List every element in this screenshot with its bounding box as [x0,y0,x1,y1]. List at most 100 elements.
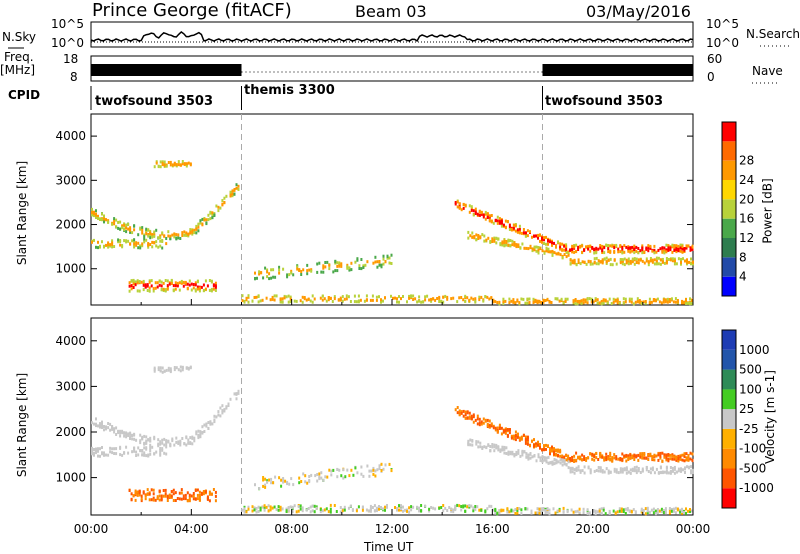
power-panel-echo-near [202,283,205,287]
power-panel-echo-early [119,220,122,224]
velocity-panel-echo-mid [360,472,363,476]
power-panel-echo-late-main [591,246,594,249]
power-panel-echo-late-low [495,241,498,245]
velocity-panel-echo-late-low [677,469,680,473]
velocity-panel-echo-early [157,442,160,446]
velocity-panel-echo-late-main [605,452,608,456]
velocity-panel-echo-near [196,488,199,492]
velocity-panel-echo-late-main [629,453,632,457]
power-panel-echo-late-main [601,249,604,253]
velocity-panel-echo-ground [458,504,461,508]
velocity-panel-echo-ground [369,507,372,511]
power-panel-echo-late-main [663,249,666,253]
power-panel-echo-early-low [155,240,158,244]
power-panel-echo-near [148,289,151,293]
velocity-panel-echo-near [140,497,143,501]
velocity-panel-echo-late-main [689,451,692,455]
power-panel-echo-late-main [543,236,545,240]
power-panel-echo-early-low [113,245,116,248]
velocity-panel-echo-ground [480,508,483,512]
velocity-panel-echo-early [149,439,152,443]
velocity-panel-echo-late-low [645,465,648,469]
power-panel-ytick-label-2: 3000 [55,173,86,187]
velocity-panel-echo-near [184,493,187,497]
power-panel-echo-early-low [135,243,138,247]
velocity-panel-echo-early-low [109,446,112,450]
power-panel-echo-ground [396,297,398,301]
velocity-panel-echo-late-main [488,419,491,423]
velocity-panel-echo-ground [454,504,457,508]
velocity-panel-echo-late-low [523,450,526,454]
velocity-panel-echo-early [149,436,152,440]
velocity-panel-echo-early [161,438,164,442]
power-panel-echo-late-ground [576,299,579,303]
power-panel-echo-ground [321,298,324,302]
power-panel-echo-early [147,234,150,238]
power-panel-echo-late-low [635,257,638,261]
power-panel-echo-early [125,225,128,229]
velocity-panel-echo-early [163,443,166,447]
noise-panel-frame [90,21,694,48]
power-panel-echo-late-ground [558,299,561,303]
power-panel-echo-near [204,287,207,291]
velocity-panel-echo-ground [319,510,322,514]
power-panel-echo-late-low [583,260,586,264]
power-panel-echo-late-low [569,262,572,266]
noise-axis-top-right: 10^5 [706,17,739,31]
power-panel-echo-late-main [484,212,487,216]
velocity-panel-echo-near [162,494,165,498]
velocity-panel-echo-ground [351,509,354,512]
velocity-panel-echo-late-low [663,470,666,474]
velocity-panel-echo-ground [339,506,342,509]
velocity-panel-echo-late-low [529,456,532,460]
velocity-panel-echo-late-ground [658,509,661,513]
power-panel-echo-late-main [645,246,648,250]
velocity-panel-echo-late-main [488,423,491,427]
power-panel-echo-mid [360,258,363,261]
velocity-panel-echo-early [109,422,112,426]
velocity-panel-echo-high [181,368,184,372]
velocity-panel-echo-late-low [575,469,578,472]
power-panel-echo-late-low [551,253,554,257]
power-panel-echo-mid [306,269,309,273]
power-panel-echo-late-main [647,244,650,248]
power-panel-echo-ground [305,298,308,302]
velocity-panel-echo-late-ground [674,511,677,515]
power-panel-echo-late-main [647,246,650,250]
velocity-panel-echo-mid [280,478,283,482]
beam-label: Beam 03 [355,2,427,21]
power-panel-echo-late-main [675,246,678,250]
velocity-colorbar-cell-0 [722,488,736,508]
velocity-panel-echo-mid [298,481,301,485]
power-panel-echo-ground [269,298,272,302]
power-panel-echo-late-main [655,250,658,254]
power-panel-echo-late-main [456,205,459,209]
velocity-panel-echo-early [145,435,148,439]
velocity-panel-echo-mid [318,477,321,481]
velocity-panel-echo-late-main [565,458,568,462]
velocity-panel-echo-near [144,494,147,498]
velocity-panel-echo-ground [450,507,453,511]
power-panel-echo-early-low [143,237,146,241]
velocity-panel-echo-late-low [673,471,676,475]
power-panel-echo-early [183,230,186,234]
power-panel-echo-high [187,161,190,165]
power-panel-echo-late-ground [496,301,499,304]
velocity-panel-echo-ground [355,509,358,513]
velocity-panel-echo-late-main [657,453,660,457]
power-panel-echo-late-main [587,244,590,248]
velocity-panel-echo-late-main [615,457,618,461]
power-panel-echo-mid [272,275,275,279]
power-panel-echo-late-low [509,244,512,248]
velocity-panel-echo-late-ground [536,507,539,511]
power-panel-echo-late-ground [594,297,597,301]
velocity-panel-echo-late-ground [512,509,515,513]
velocity-panel-echo-late-main [613,456,616,460]
velocity-panel-echo-early-low [121,453,124,457]
power-panel-echo-early [153,232,156,236]
power-panel-echo-late-low [661,260,664,264]
velocity-panel-echo-late-main [625,459,628,463]
power-panel-echo-late-ground [592,300,595,304]
velocity-panel-echo-high [189,365,192,369]
velocity-panel-echo-early [127,434,130,437]
